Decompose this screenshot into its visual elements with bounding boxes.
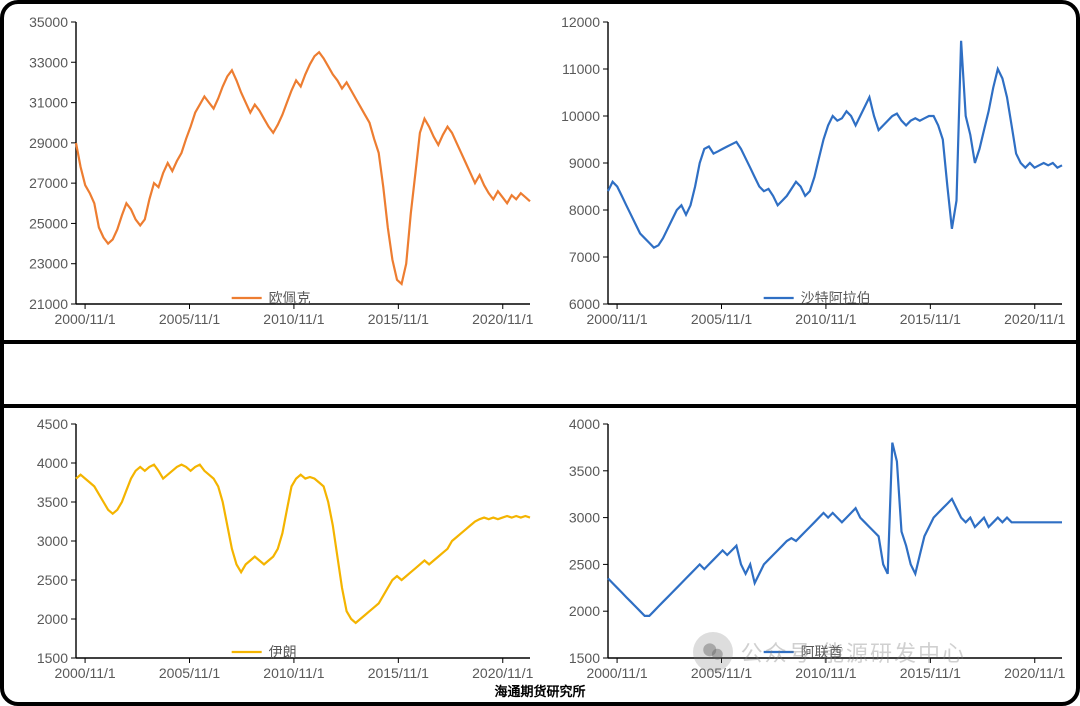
wechat-icon — [693, 632, 733, 672]
chart-svg: 21000 23000 25000 27000 29000 31000 33000 35000… — [12, 12, 540, 340]
x-tick-label: 2015/11/1 — [900, 311, 961, 327]
chart-grid: 21000 23000 25000 27000 29000 31000 33000 35000… — [0, 0, 1080, 706]
y-tick-label: 7000 — [569, 249, 600, 265]
chart-svg: 1500 2000 2500 3000 3500 4000 4500 2000/11/1 200… — [12, 414, 540, 694]
y-tick-label: 9000 — [569, 155, 600, 171]
x-tick-label: 2010/11/1 — [263, 665, 324, 681]
y-tick-label: 12000 — [561, 14, 600, 30]
x-tick-label: 2005/11/1 — [159, 311, 220, 327]
y-tick-label: 33000 — [29, 54, 68, 70]
y-tick-label: 11000 — [562, 61, 600, 77]
y-tick-label: 1500 — [37, 650, 68, 666]
x-tick-label: 2020/11/1 — [1004, 665, 1065, 681]
y-tick-label: 3500 — [37, 494, 68, 510]
y-tick-label: 23000 — [29, 256, 68, 272]
y-tick-label: 21000 — [29, 296, 68, 312]
series-line — [76, 52, 530, 284]
panel-saudi: 6000 7000 8000 9000 10000 11000 12000 2000/11/1… — [544, 12, 1072, 340]
panel-opec: 21000 23000 25000 27000 29000 31000 33000 35000… — [12, 12, 540, 340]
series-line — [608, 443, 1062, 616]
watermark-text: 公众号·能源研发中心 — [741, 636, 966, 668]
legend-label: 沙特阿拉伯 — [801, 290, 871, 306]
series-line — [608, 41, 1062, 248]
x-tick-label: 2000/11/1 — [54, 311, 115, 327]
x-tick-label: 2020/11/1 — [472, 665, 533, 681]
series-line — [76, 465, 530, 623]
watermark: 公众号·能源研发中心 — [693, 632, 966, 672]
divider-hline-2 — [4, 404, 1076, 408]
y-tick-label: 3000 — [37, 533, 68, 549]
y-tick-label: 27000 — [29, 175, 68, 191]
y-tick-label: 3500 — [569, 463, 600, 479]
x-tick-label: 2020/11/1 — [1004, 311, 1065, 327]
y-tick-label: 3000 — [569, 510, 600, 526]
x-tick-label: 2015/11/1 — [368, 311, 429, 327]
y-tick-label: 4000 — [569, 416, 600, 432]
y-tick-label: 4500 — [37, 416, 68, 432]
y-tick-label: 31000 — [29, 95, 68, 111]
x-tick-label: 2000/11/1 — [586, 665, 647, 681]
y-tick-label: 2500 — [569, 556, 600, 572]
y-tick-label: 8000 — [569, 202, 600, 218]
y-tick-label: 35000 — [29, 14, 68, 30]
y-tick-label: 29000 — [29, 135, 68, 151]
y-tick-label: 4000 — [37, 455, 68, 471]
legend-label: 伊朗 — [269, 644, 297, 660]
panel-iran: 1500 2000 2500 3000 3500 4000 4500 2000/11/1 200… — [12, 414, 540, 694]
x-tick-label: 2015/11/1 — [368, 665, 429, 681]
x-tick-label: 2010/11/1 — [263, 311, 324, 327]
divider-hline-1 — [4, 340, 1076, 344]
chart-svg: 6000 7000 8000 9000 10000 11000 12000 2000/11/1… — [544, 12, 1072, 340]
x-tick-label: 2010/11/1 — [795, 311, 856, 327]
x-tick-label: 2000/11/1 — [54, 665, 115, 681]
y-tick-label: 6000 — [569, 296, 600, 312]
x-tick-label: 2000/11/1 — [586, 311, 647, 327]
y-tick-label: 1500 — [569, 650, 600, 666]
y-tick-label: 2000 — [37, 611, 68, 627]
x-tick-label: 2005/11/1 — [691, 311, 752, 327]
y-tick-label: 10000 — [561, 108, 600, 124]
x-tick-label: 2005/11/1 — [159, 665, 220, 681]
source-label: 海通期货研究所 — [494, 681, 585, 700]
legend-label: 欧佩克 — [269, 290, 311, 306]
y-tick-label: 25000 — [29, 215, 68, 231]
x-tick-label: 2020/11/1 — [472, 311, 533, 327]
y-tick-label: 2500 — [37, 572, 68, 588]
y-tick-label: 2000 — [569, 603, 600, 619]
